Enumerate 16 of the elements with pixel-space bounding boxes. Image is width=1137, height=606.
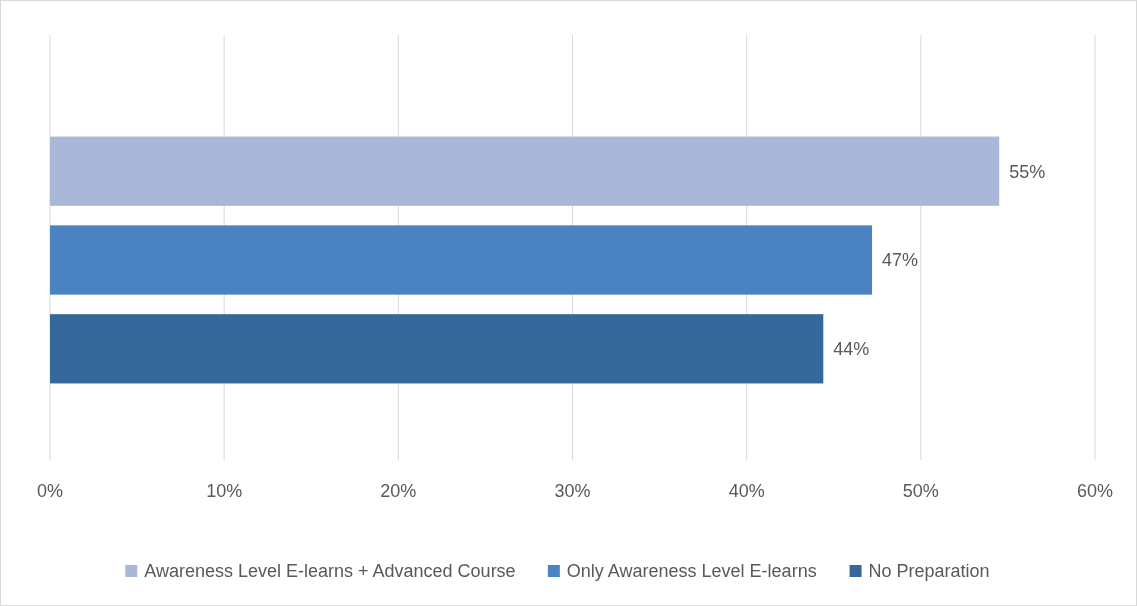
data-label: 55% [1009, 161, 1046, 182]
x-tick-label: 10% [206, 481, 243, 501]
x-tick-label: 40% [728, 481, 765, 501]
legend-label: Only Awareness Level E-learns [566, 561, 817, 582]
bar [50, 136, 1000, 206]
bar [50, 225, 873, 295]
x-tick-label: 30% [554, 481, 591, 501]
x-tick-label: 50% [902, 481, 939, 501]
x-tick-label: 20% [380, 481, 417, 501]
bar [50, 314, 824, 384]
x-tick-label: 60% [1076, 481, 1114, 501]
legend-label: No Preparation [868, 561, 990, 582]
data-label: 44% [833, 339, 870, 360]
data-label: 47% [882, 250, 919, 271]
legend-label: Awareness Level E-learns + Advanced Course [144, 561, 516, 582]
x-tick-label: 0% [36, 481, 64, 501]
